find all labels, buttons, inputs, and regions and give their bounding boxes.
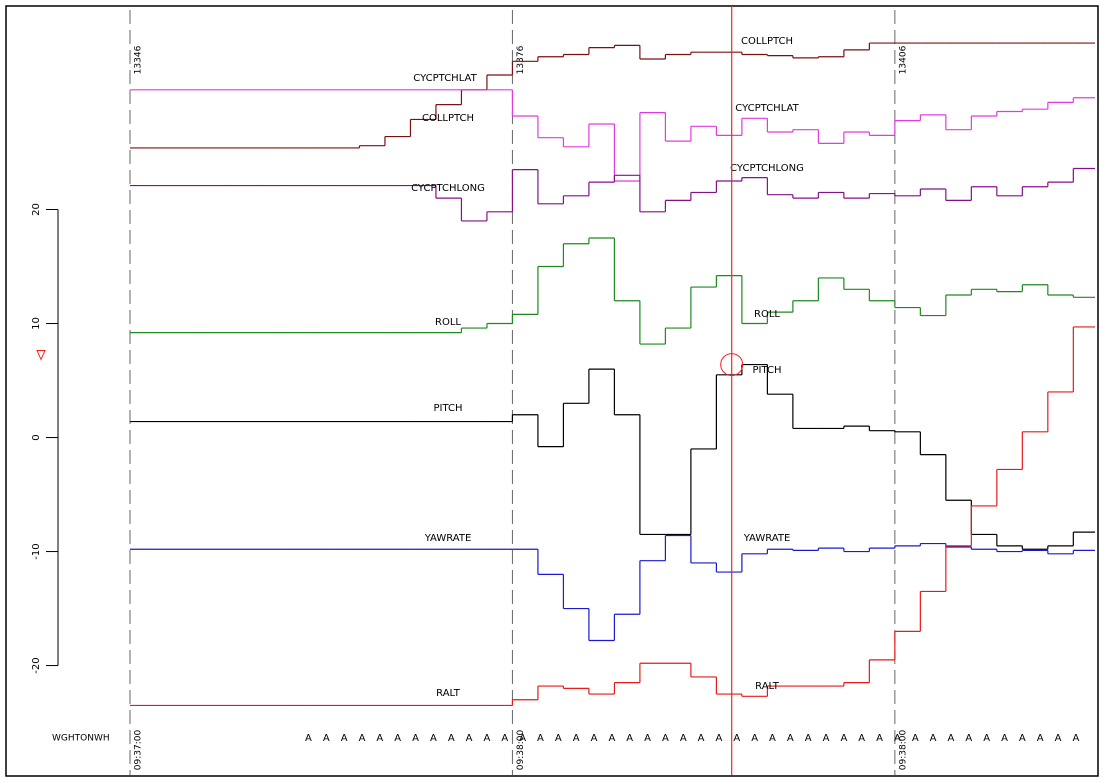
event-mark: A xyxy=(840,733,847,744)
x-tick-label: 13376 xyxy=(516,45,526,74)
event-mark: A xyxy=(644,733,651,744)
event-mark: A xyxy=(876,733,883,744)
series-label: ROLL xyxy=(754,309,780,320)
series-label: RALT xyxy=(436,688,461,699)
event-mark: A xyxy=(716,733,723,744)
x-tick-label: 13406 xyxy=(898,45,908,74)
series-label: COLLPTCH xyxy=(422,113,474,124)
series-label: RALT xyxy=(755,681,780,692)
y-tick-label: -20 xyxy=(31,657,42,673)
cursor-circle xyxy=(720,353,744,377)
series-label: CYCPTCHLONG xyxy=(730,163,804,174)
event-name: WGHTONWH xyxy=(52,734,110,744)
series-label: PITCH xyxy=(433,403,462,414)
event-mark: A xyxy=(359,733,366,744)
event-mark: A xyxy=(1019,733,1026,744)
event-mark: A xyxy=(519,733,526,744)
event-mark: A xyxy=(448,733,455,744)
series-label: CYCPTCHLAT xyxy=(413,73,477,84)
y-marker xyxy=(36,349,46,361)
event-mark: A xyxy=(769,733,776,744)
event-mark: A xyxy=(484,733,491,744)
event-mark: A xyxy=(323,733,330,744)
event-mark: A xyxy=(787,733,794,744)
event-mark: A xyxy=(1037,733,1044,744)
event-mark: A xyxy=(805,733,812,744)
series-label: ROLL xyxy=(435,317,461,328)
frame xyxy=(5,5,1099,777)
time-label: 09:38:00 xyxy=(516,730,526,771)
y-tick-label: 20 xyxy=(31,203,42,216)
y-tick-label: -10 xyxy=(31,543,42,559)
event-mark: A xyxy=(537,733,544,744)
event-mark: A xyxy=(341,733,348,744)
y-tick-label: 10 xyxy=(31,317,42,330)
event-mark: A xyxy=(573,733,580,744)
y-tick-label: 0 xyxy=(31,434,42,440)
series-label: COLLPTCH xyxy=(741,36,793,47)
series-label: YAWRATE xyxy=(743,533,791,544)
event-mark: A xyxy=(555,733,562,744)
event-mark: A xyxy=(930,733,937,744)
time-label: 09:38:00 xyxy=(898,730,908,771)
event-mark: A xyxy=(823,733,830,744)
event-mark: A xyxy=(680,733,687,744)
event-mark: A xyxy=(608,733,615,744)
series-label: PITCH xyxy=(752,365,781,376)
event-mark: A xyxy=(430,733,437,744)
event-mark: A xyxy=(626,733,633,744)
event-mark: A xyxy=(1072,733,1079,744)
series-label: CYCPTCHLAT xyxy=(735,103,799,114)
event-mark: A xyxy=(412,733,419,744)
event-mark: A xyxy=(1055,733,1062,744)
event-mark: A xyxy=(733,733,740,744)
event-mark: A xyxy=(894,733,901,744)
event-mark: A xyxy=(394,733,401,744)
event-mark: A xyxy=(466,733,473,744)
event-mark: A xyxy=(948,733,955,744)
event-mark: A xyxy=(501,733,508,744)
event-mark: A xyxy=(1001,733,1008,744)
event-mark: A xyxy=(662,733,669,744)
series-label: YAWRATE xyxy=(424,533,472,544)
event-mark: A xyxy=(751,733,758,744)
event-mark: A xyxy=(698,733,705,744)
event-mark: A xyxy=(858,733,865,744)
x-tick-label: 13346 xyxy=(134,45,144,74)
event-mark: A xyxy=(305,733,312,744)
time-label: 09:37:00 xyxy=(134,730,144,771)
event-mark: A xyxy=(983,733,990,744)
event-mark: A xyxy=(591,733,598,744)
event-mark: A xyxy=(376,733,383,744)
event-mark: A xyxy=(965,733,972,744)
event-mark: A xyxy=(912,733,919,744)
series-label: CYCPTCHLONG xyxy=(411,183,485,194)
